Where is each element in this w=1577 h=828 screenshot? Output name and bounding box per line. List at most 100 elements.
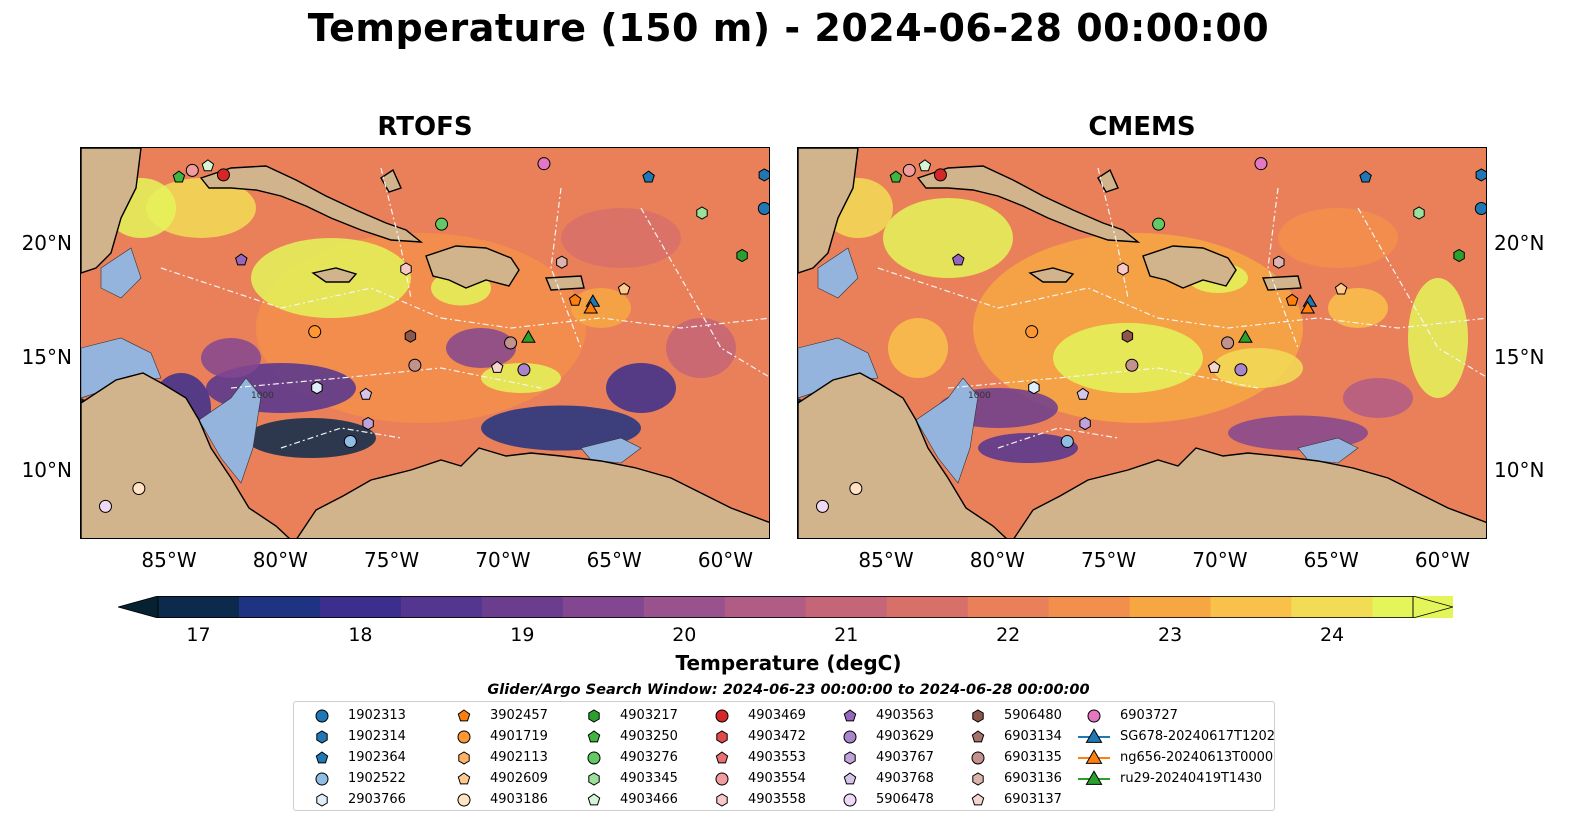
float-marker-4903345 [1413, 206, 1425, 220]
legend-label: 4903554 [748, 771, 806, 786]
pentagon-marker [843, 772, 857, 785]
hexagon-marker [316, 793, 328, 807]
legend-label: 1902313 [348, 708, 406, 723]
legend-label: 4903563 [876, 708, 934, 723]
y-tick-left: 10°N [21, 458, 72, 482]
float-marker-6903135 [504, 336, 518, 350]
land [1013, 447, 1486, 538]
argo-float-marker-icon [843, 772, 857, 785]
float-marker-3902457 [568, 293, 582, 306]
legend-label: 4903345 [620, 771, 678, 786]
float-marker-1902313 [1474, 201, 1486, 215]
shelf-region [1297, 437, 1359, 464]
colorbar-label: Temperature (degC) [675, 651, 902, 675]
pentagon-marker [715, 751, 729, 764]
boundary-line [877, 267, 1159, 319]
y-tick-left: 15°N [21, 345, 72, 369]
colorbar-segment [886, 596, 969, 618]
temperature-region [1278, 208, 1398, 268]
x-tick-label: 70°W [1192, 548, 1248, 572]
glider-track-icon [1078, 749, 1110, 764]
cmems-panel-title: CMEMS [1088, 112, 1196, 142]
land [199, 165, 424, 243]
float-marker-1902364 [1359, 170, 1372, 183]
float-marker-4903768 [1076, 387, 1090, 400]
legend-label: 6903727 [1120, 708, 1178, 723]
argo-float-marker-icon [315, 751, 329, 764]
boundary-line [160, 267, 442, 319]
x-tick-label: 85°W [141, 548, 197, 572]
float-marker-4903276 [1152, 217, 1166, 231]
land [916, 165, 1141, 243]
colorbar-segment [562, 596, 645, 618]
float-marker-1902314 [1475, 168, 1486, 182]
float-marker-4903469 [933, 168, 947, 182]
circle-marker [457, 793, 471, 807]
temperature-region [1213, 348, 1303, 388]
argo-float-marker-icon [972, 709, 984, 723]
argo-float-marker-icon [587, 751, 601, 765]
colorbar-tick-label: 19 [510, 624, 535, 646]
x-tick-label: 65°W [1303, 548, 1359, 572]
float-marker-4903768 [359, 387, 373, 400]
colorbar-segment [643, 596, 726, 618]
float-marker-1902522 [1060, 434, 1074, 448]
land [1142, 245, 1237, 289]
circle-marker [1087, 709, 1101, 723]
land [425, 245, 520, 289]
x-tick-label: 70°W [475, 548, 531, 572]
float-marker-4903186 [132, 481, 146, 495]
circle-marker [843, 793, 857, 807]
boundary-line [997, 427, 1119, 449]
boundary-line [440, 317, 769, 329]
rtofs-map: 1000 [80, 147, 770, 539]
float-marker-4903558 [400, 262, 412, 276]
hexagon-marker [716, 793, 728, 807]
argo-float-marker-icon [715, 709, 729, 723]
boundary-line [1267, 187, 1299, 349]
float-marker-4903250 [889, 170, 903, 183]
argo-float-marker-icon [1087, 709, 1101, 723]
circle-marker [457, 730, 471, 744]
float-marker-4903186 [849, 481, 863, 495]
pentagon-marker [971, 793, 985, 806]
colorbar-segment [1129, 596, 1212, 618]
float-marker-4903217 [736, 248, 748, 263]
figure-title: Temperature (150 m) - 2024-06-28 00:00:0… [307, 6, 1270, 50]
circle-marker [587, 751, 601, 765]
argo-float-marker-icon [716, 730, 728, 744]
legend-label: 4901719 [490, 729, 548, 744]
temperature-region [606, 363, 676, 413]
float-marker-ru29-20240419T1430 [1238, 329, 1253, 343]
legend-label: 1902522 [348, 771, 406, 786]
temperature-region [666, 318, 736, 378]
land [296, 447, 769, 538]
float-marker-1902522 [343, 434, 357, 448]
float-marker-6903135 [1125, 358, 1139, 372]
pentagon-marker [457, 772, 471, 785]
argo-float-marker-icon [587, 730, 601, 743]
argo-float-marker-icon [844, 751, 856, 765]
pentagon-marker [587, 793, 601, 806]
legend-label: ng656-20240613T0000 [1120, 750, 1274, 765]
pentagon-marker [315, 751, 329, 764]
colorbar-extend-low [118, 596, 159, 618]
boundary-line [550, 187, 582, 349]
temperature-region [888, 318, 948, 378]
colorbar-segment [481, 596, 564, 618]
land [81, 148, 142, 274]
argo-float-marker-icon [715, 751, 729, 764]
colorbar-tick-label: 17 [186, 624, 211, 646]
colorbar-segment [1048, 596, 1131, 618]
argo-float-marker-icon [971, 730, 985, 743]
land [798, 372, 1007, 538]
argo-float-marker-icon [457, 730, 471, 744]
legend-label: 1902314 [348, 729, 406, 744]
boundary-line [230, 367, 542, 389]
float-marker-6903137 [490, 360, 504, 373]
colorbar-segment [805, 596, 888, 618]
temperature-region [446, 328, 516, 368]
land [81, 372, 290, 538]
legend-label: 1902364 [348, 750, 406, 765]
y-tick-right: 20°N [1494, 231, 1545, 255]
